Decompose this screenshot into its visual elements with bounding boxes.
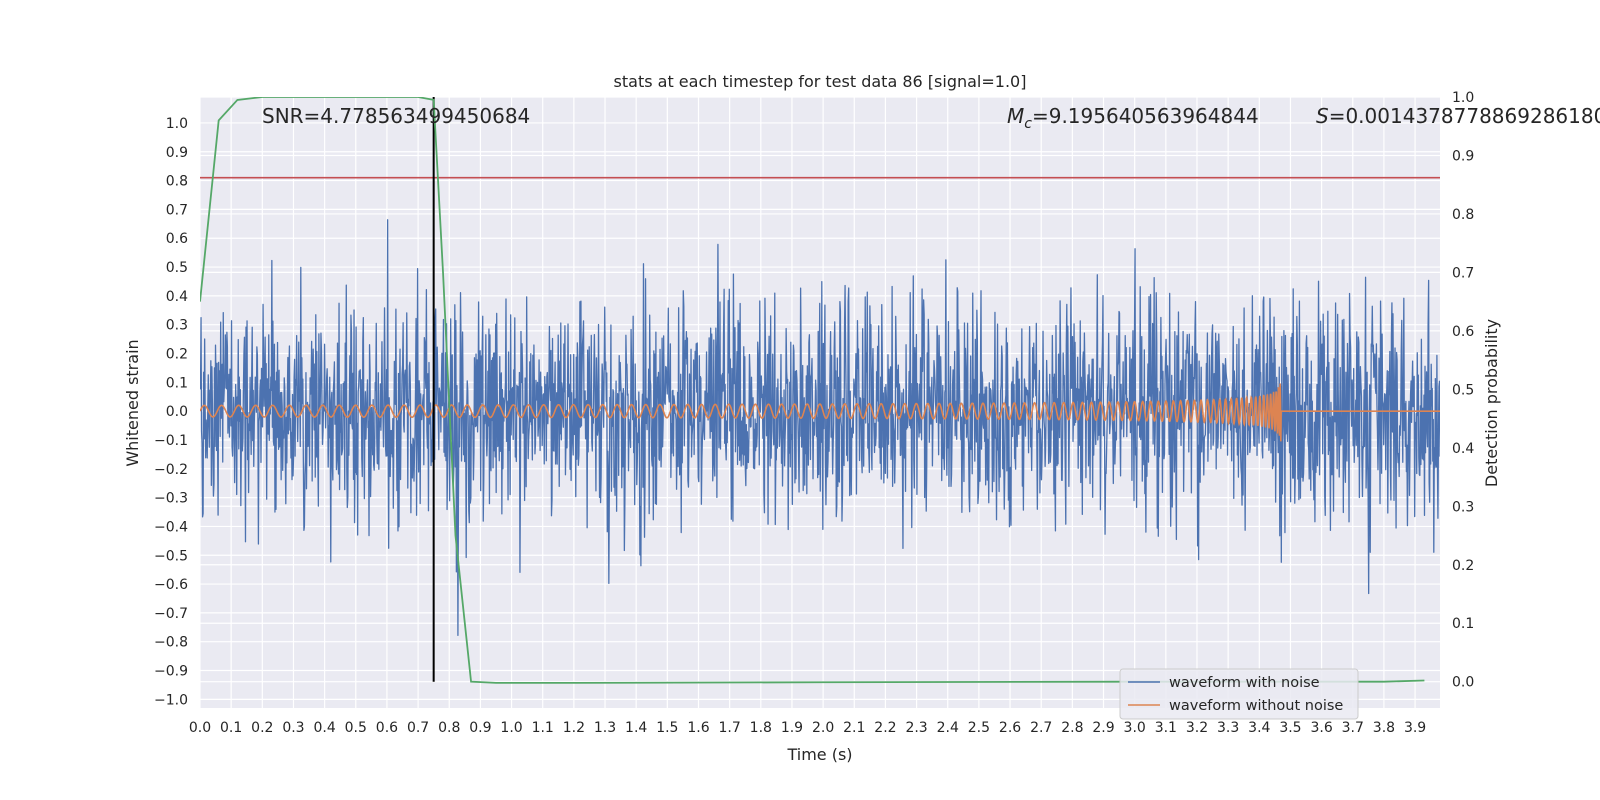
- y-tick-label: −0.2: [154, 462, 188, 478]
- y2-tick-label: 0.9: [1452, 148, 1474, 164]
- x-tick-label: 1.4: [625, 720, 647, 736]
- s-value: =0.0014378778869286180: [1329, 104, 1600, 128]
- x-tick-label: 0.6: [376, 720, 398, 736]
- x-tick-label: 3.2: [1186, 720, 1208, 736]
- x-tick-label: 0.0: [189, 720, 211, 736]
- y-axis-label: Whitened strain: [123, 339, 142, 466]
- x-tick-label: 3.7: [1342, 720, 1364, 736]
- legend-label-clean: waveform without noise: [1169, 698, 1343, 714]
- x-tick-label: 1.7: [719, 720, 741, 736]
- y-tick-label: 0.8: [166, 174, 188, 190]
- y2-axis-ticks: 1.0 0.9 0.8 0.7 0.6 0.5 0.4 0.3 0.2 0.1 0.0: [1452, 90, 1474, 691]
- y2-tick-label: 0.8: [1452, 207, 1474, 223]
- y-tick-label: −0.1: [154, 433, 188, 449]
- y2-tick-label: 0.4: [1452, 441, 1474, 457]
- y2-tick-label: 0.1: [1452, 616, 1474, 632]
- x-tick-label: 0.3: [282, 720, 304, 736]
- y-tick-label: −0.8: [154, 635, 188, 651]
- x-tick-label: 3.9: [1404, 720, 1426, 736]
- y-tick-label: −0.5: [154, 548, 188, 564]
- x-tick-label: 0.8: [438, 720, 460, 736]
- y2-tick-label: 0.2: [1452, 558, 1474, 574]
- y-tick-label: −0.7: [154, 606, 188, 622]
- y2-tick-label: 0.3: [1452, 499, 1474, 515]
- chirp-mass-annotation: Mc=9.195640563964844: [1007, 104, 1259, 132]
- x-tick-label: 1.0: [500, 720, 522, 736]
- y-tick-label: −0.3: [154, 491, 188, 507]
- y-tick-label: 0.1: [166, 375, 188, 391]
- y-tick-label: −0.4: [154, 519, 188, 535]
- x-tick-label: 0.2: [251, 720, 273, 736]
- y-tick-label: −1.0: [154, 692, 188, 708]
- x-tick-label: 0.4: [313, 720, 335, 736]
- x-tick-label: 3.3: [1217, 720, 1239, 736]
- y-tick-label: 0.9: [166, 145, 188, 161]
- s-annotation: S=0.0014378778869286180: [1316, 104, 1600, 128]
- snr-annotation: SNR=4.778563499450684: [262, 104, 530, 128]
- mc-subscript: c: [1024, 116, 1032, 132]
- x-tick-label: 2.0: [812, 720, 834, 736]
- x-tick-label: 2.4: [937, 720, 959, 736]
- y2-tick-label: 0.7: [1452, 265, 1474, 281]
- mc-symbol: M: [1007, 104, 1024, 128]
- mc-value: =9.195640563964844: [1032, 104, 1259, 128]
- s-symbol: S: [1316, 104, 1329, 128]
- x-tick-label: 2.3: [905, 720, 927, 736]
- x-tick-label: 0.5: [345, 720, 367, 736]
- y-tick-label: 0.5: [166, 260, 188, 276]
- y2-tick-label: 0.0: [1452, 675, 1474, 691]
- y-tick-label: −0.9: [154, 664, 188, 680]
- legend: waveform with noise waveform without noi…: [1119, 668, 1359, 720]
- x-tick-label: 1.2: [563, 720, 585, 736]
- y-tick-label: 1.0: [166, 116, 188, 132]
- x-tick-label: 2.1: [843, 720, 865, 736]
- x-tick-label: 2.5: [968, 720, 990, 736]
- y-tick-label: 0.3: [166, 318, 188, 334]
- legend-label-noise: waveform with noise: [1169, 675, 1320, 691]
- x-tick-label: 2.8: [1061, 720, 1083, 736]
- y-tick-label: 0.6: [166, 231, 188, 247]
- y2-tick-label: 0.5: [1452, 382, 1474, 398]
- x-tick-label: 2.9: [1092, 720, 1114, 736]
- x-tick-label: 3.5: [1279, 720, 1301, 736]
- x-tick-label: 0.9: [469, 720, 491, 736]
- y2-axis-label: Detection probability: [1482, 319, 1501, 487]
- y2-tick-label: 1.0: [1452, 90, 1474, 106]
- y-tick-label: 0.7: [166, 202, 188, 218]
- chart-title: stats at each timestep for test data 86 …: [614, 72, 1027, 91]
- x-tick-label: 3.6: [1310, 720, 1332, 736]
- x-tick-label: 2.6: [999, 720, 1021, 736]
- x-tick-label: 3.4: [1248, 720, 1270, 736]
- x-tick-label: 1.6: [687, 720, 709, 736]
- y-tick-label: 0.0: [166, 404, 188, 420]
- y-tick-label: −0.6: [154, 577, 188, 593]
- y-tick-label: 0.2: [166, 347, 188, 363]
- series-waveform-without-noise: [200, 383, 1440, 442]
- x-axis-label: Time (s): [786, 745, 852, 764]
- legend-box: [1119, 668, 1359, 720]
- x-tick-label: 1.1: [532, 720, 554, 736]
- x-tick-label: 1.9: [781, 720, 803, 736]
- series-waveform-with-noise: [200, 219, 1440, 637]
- x-tick-label: 1.5: [656, 720, 678, 736]
- x-tick-label: 2.2: [874, 720, 896, 736]
- x-tick-label: 2.7: [1030, 720, 1052, 736]
- y-tick-label: 0.4: [166, 289, 188, 305]
- x-axis-ticks: 0.0 0.1 0.2 0.3 0.4 0.5 0.6 0.7 0.8 0.9 1.0 1.1 1.2 1…: [189, 720, 1426, 736]
- y2-tick-label: 0.6: [1452, 324, 1474, 340]
- x-tick-label: 3.1: [1155, 720, 1177, 736]
- x-tick-label: 1.8: [750, 720, 772, 736]
- x-tick-label: 0.1: [220, 720, 242, 736]
- x-tick-label: 0.7: [407, 720, 429, 736]
- x-tick-label: 3.8: [1373, 720, 1395, 736]
- y-axis-ticks: 1.0 0.9 0.8 0.7 0.6 0.5 0.4 0.3 0.2 0.1 0.0 −0.1 −0.…: [154, 116, 188, 708]
- x-tick-label: 1.3: [594, 720, 616, 736]
- x-tick-label: 3.0: [1124, 720, 1146, 736]
